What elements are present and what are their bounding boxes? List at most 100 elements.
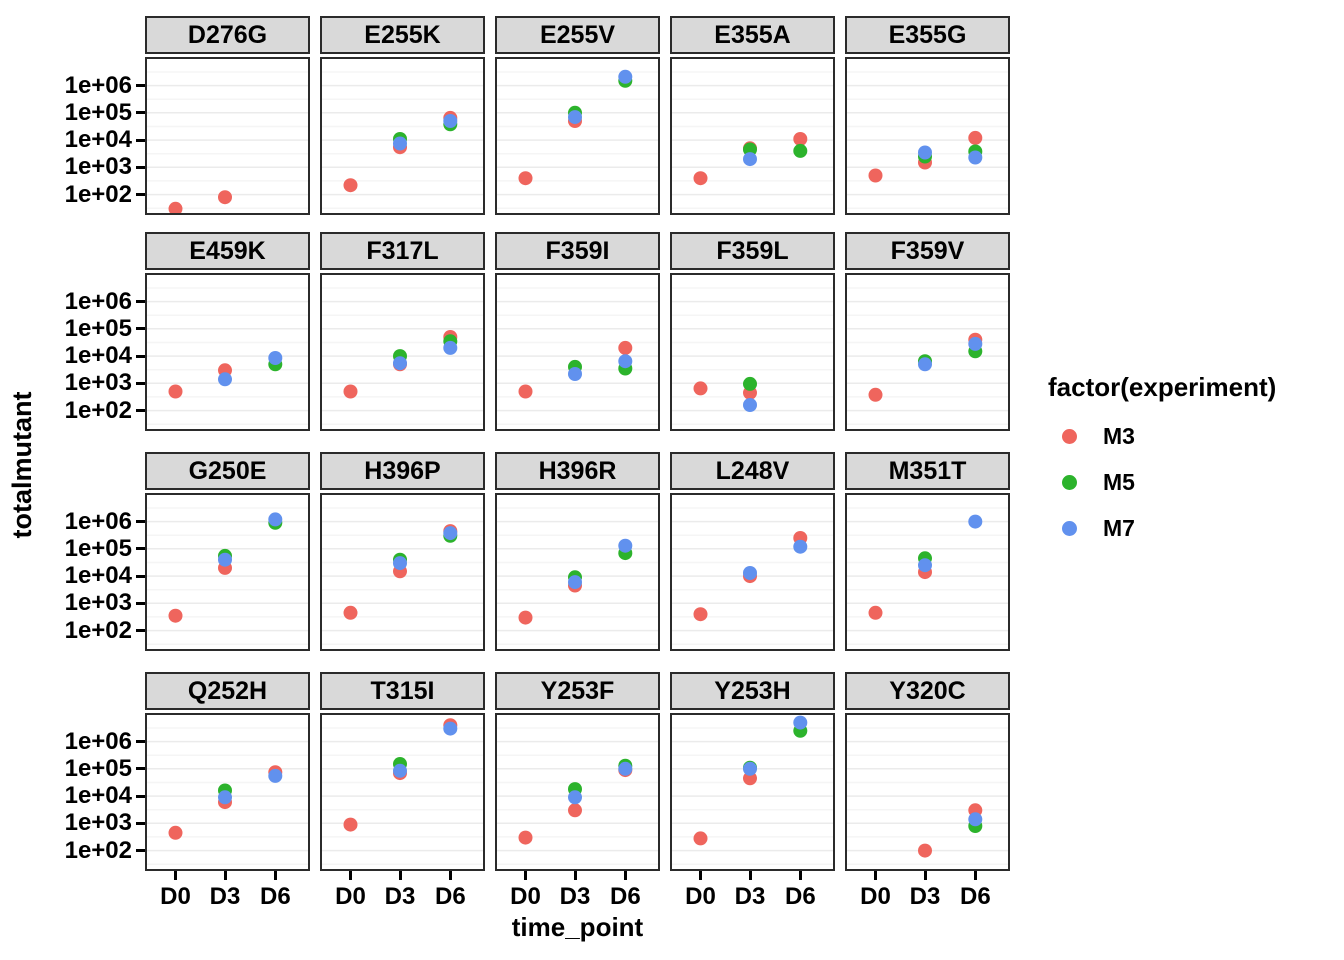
x-tick-mark (223, 871, 227, 880)
y-tick-label: 1e+04 (64, 126, 132, 154)
data-point-M3 (868, 605, 883, 620)
data-point-M7 (393, 556, 407, 571)
legend-entries: M3 M5 M7 (1048, 421, 1338, 543)
y-tick-label: 1e+03 (64, 809, 132, 837)
facet-strip: L248V (670, 452, 835, 490)
data-point-M7 (218, 552, 232, 567)
facet-plot (497, 69, 658, 209)
y-tick-label: 1e+02 (64, 180, 132, 208)
y-tick-mark (136, 138, 145, 142)
x-tick-label: D6 (785, 883, 816, 910)
facet-panel-E355A (670, 57, 835, 215)
y-tick-mark (136, 547, 145, 551)
facet-plot (672, 715, 833, 865)
facet-strip: H396P (320, 452, 485, 490)
y-tick-label: 1e+02 (64, 616, 132, 644)
facet-panel-F359L (670, 273, 835, 431)
legend-title: factor(experiment) (1048, 372, 1277, 402)
data-point-M3 (518, 171, 533, 186)
x-tick-label: D3 (209, 883, 241, 910)
data-point-M7 (268, 351, 283, 365)
data-point-M3 (168, 201, 183, 213)
facet-panel-L248V (670, 493, 835, 651)
data-point-M7 (918, 145, 932, 160)
facet-panel-H396R (495, 493, 660, 651)
y-tick-label: 1e+06 (64, 71, 132, 99)
data-point-M3 (868, 387, 883, 402)
data-point-M7 (443, 526, 458, 541)
facet-plot (847, 727, 1008, 865)
data-point-M7 (968, 150, 983, 165)
data-point-M7 (968, 812, 983, 827)
x-tick-label: D3 (734, 883, 766, 910)
facet-panel-G250E (145, 493, 310, 651)
facet-strip: G250E (145, 452, 310, 490)
legend-entry-M5: M5 (1048, 467, 1338, 497)
facet-strip: Y253H (670, 672, 835, 710)
x-tick-label: D0 (685, 883, 716, 910)
x-tick-label: D6 (960, 883, 991, 910)
data-point-M7 (268, 512, 283, 527)
legend-swatch-icon (1062, 520, 1077, 536)
data-point-M3 (693, 171, 708, 186)
data-point-M3 (968, 130, 983, 145)
facet-panel-Y320C (845, 713, 1010, 871)
facet-strip: E255V (495, 16, 660, 54)
facet-panel-D276G (145, 57, 310, 215)
y-tick-label: 1e+03 (64, 369, 132, 397)
facet-plot (672, 71, 833, 209)
x-tick-mark (448, 871, 452, 880)
x-tick-mark (699, 871, 703, 880)
y-tick-label: 1e+04 (64, 342, 132, 370)
facet-panel-Y253F (495, 713, 660, 871)
y-tick-label: 1e+06 (64, 727, 132, 755)
x-axis-title: time_point (511, 912, 644, 942)
x-tick-label: D0 (335, 883, 366, 910)
facet-plot (672, 287, 833, 425)
x-tick-label: D6 (435, 883, 466, 910)
facet-strip: F317L (320, 232, 485, 270)
y-tick-label: 1e+06 (64, 287, 132, 315)
facet-strip: Y320C (845, 672, 1010, 710)
facet-plot (147, 507, 308, 645)
facet-plot (322, 718, 483, 865)
legend-label: M3 (1103, 422, 1135, 449)
data-point-M7 (443, 721, 458, 736)
facet-plot (847, 287, 1008, 425)
x-tick-mark (524, 871, 528, 880)
y-tick-mark (136, 381, 145, 385)
data-point-M7 (743, 398, 757, 412)
y-tick-label: 1e+05 (64, 98, 132, 126)
data-point-M7 (918, 357, 932, 372)
facet-strip: D276G (145, 16, 310, 54)
data-point-M7 (968, 336, 983, 351)
x-tick-mark (748, 871, 752, 880)
x-tick-label: D6 (610, 883, 641, 910)
facet-panel-Q252H (145, 713, 310, 871)
data-point-M7 (568, 110, 582, 125)
facet-strip: F359L (670, 232, 835, 270)
facet-panel-M351T (845, 493, 1010, 651)
y-tick-mark (136, 111, 145, 115)
x-tick-mark (349, 871, 353, 880)
x-tick-mark (573, 871, 577, 880)
y-tick-mark (136, 327, 145, 331)
facet-plot (147, 71, 308, 213)
x-tick-mark (923, 871, 927, 880)
data-point-M3 (343, 605, 358, 620)
data-point-M7 (443, 340, 458, 355)
data-point-M3 (618, 340, 633, 355)
facet-plot (497, 507, 658, 645)
x-tick-label: D6 (260, 883, 291, 910)
legend-label: M7 (1103, 514, 1135, 541)
facet-panel-F317L (320, 273, 485, 431)
facet-panel-E255K (320, 57, 485, 215)
data-point-M7 (268, 768, 283, 783)
facet-strip: H396R (495, 452, 660, 490)
legend-entry-M3: M3 (1048, 421, 1338, 451)
facet-strip: F359I (495, 232, 660, 270)
y-tick-mark (136, 165, 145, 169)
data-point-M7 (743, 152, 757, 167)
data-point-M3 (168, 608, 183, 623)
